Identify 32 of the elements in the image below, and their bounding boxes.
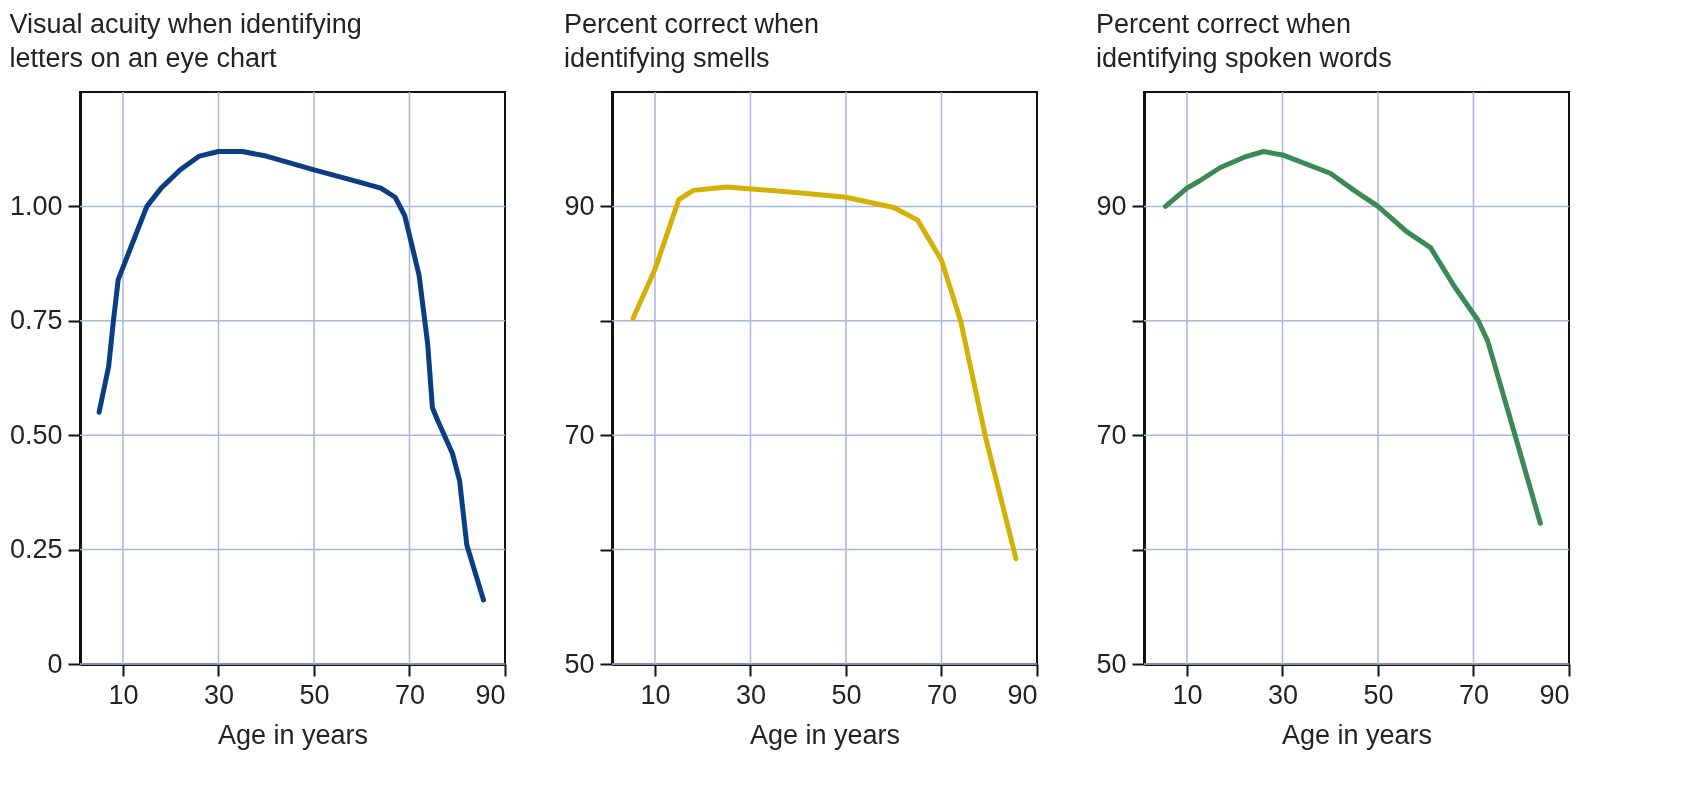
y-tick-label: 50 (1096, 648, 1127, 679)
x-axis-title: Age in years (217, 719, 369, 750)
x-axis-title: Age in years (749, 719, 901, 750)
chart-title: Percent correct when identifying spoken words (1095, 9, 1392, 74)
x-tick-label: 10 (108, 679, 139, 710)
chart-title: Visual acuity when identifying letters on an eye chart (9, 9, 362, 74)
x-tick-label: 70 (1458, 679, 1490, 710)
y-tick-label: 1.00 (9, 190, 63, 221)
y-tick-label: 70 (1096, 419, 1127, 450)
x-tick-label: 90 (475, 679, 506, 710)
x-tick-label: 10 (1172, 679, 1203, 710)
y-tick-label: 50 (564, 648, 595, 679)
x-tick-label: 70 (926, 679, 958, 710)
x-tick-label: 50 (299, 679, 330, 710)
y-tick-label: 0 (47, 648, 63, 679)
x-tick-label: 90 (1539, 679, 1570, 710)
y-tick-label: 70 (564, 419, 595, 450)
y-tick-label: 0.50 (9, 419, 63, 450)
x-tick-label: 10 (640, 679, 671, 710)
x-tick-label: 70 (394, 679, 426, 710)
x-tick-label: 30 (1267, 679, 1299, 710)
y-tick-label: 90 (1096, 190, 1127, 221)
x-tick-label: 50 (831, 679, 862, 710)
x-tick-label: 30 (203, 679, 235, 710)
chart-title: Percent correct when identifying smells (563, 9, 820, 74)
x-tick-label: 50 (1363, 679, 1394, 710)
y-tick-label: 0.75 (9, 305, 63, 336)
y-tick-label: 0.25 (9, 534, 63, 565)
x-tick-label: 90 (1007, 679, 1038, 710)
x-tick-label: 30 (735, 679, 767, 710)
x-axis-title: Age in years (1281, 719, 1433, 750)
y-tick-label: 90 (564, 190, 595, 221)
